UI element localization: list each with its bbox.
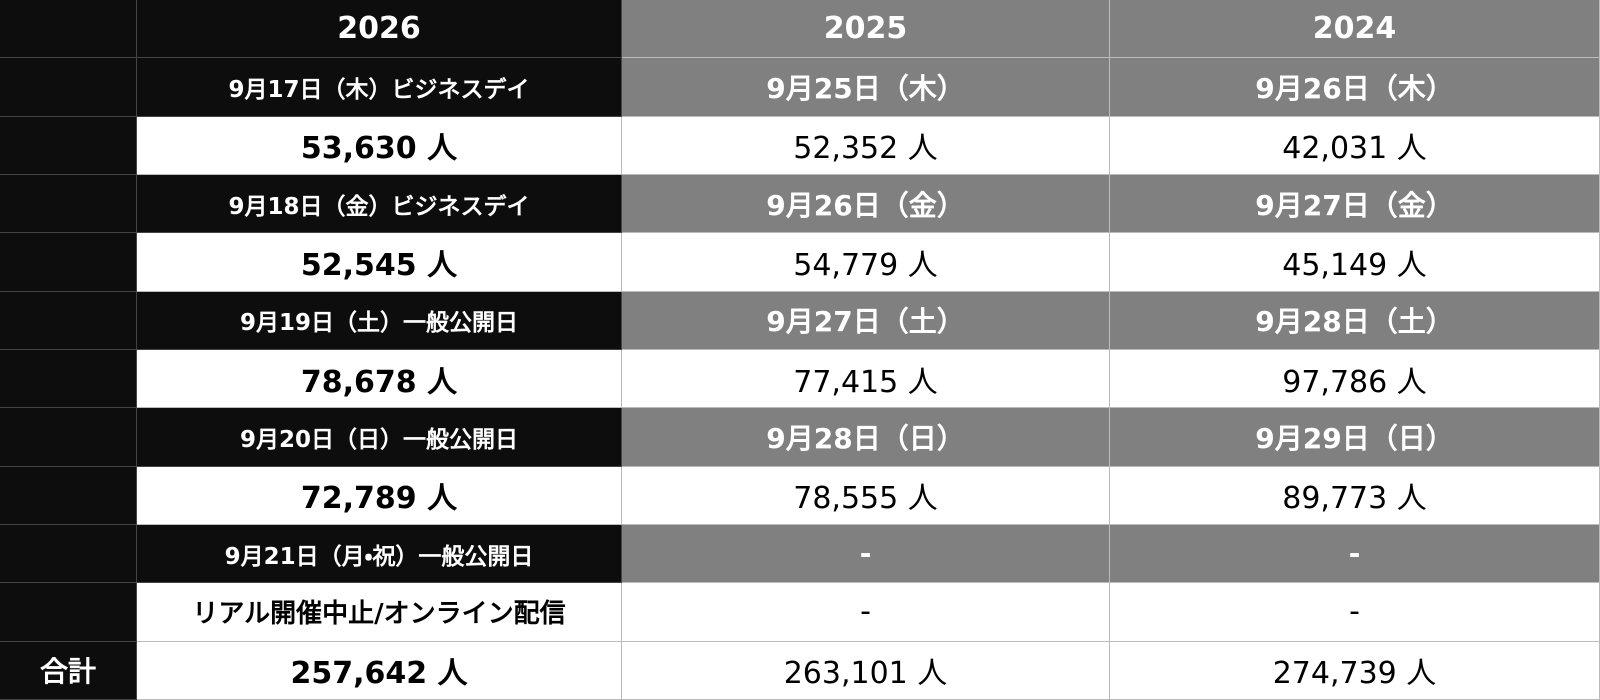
side-cell (0, 116, 137, 175)
total-count: 263,101 人 (622, 641, 1110, 700)
side-cell (0, 524, 137, 584)
count-cell: 42,031 人 (1110, 116, 1600, 175)
date-cell: 9月17日（木）ビジネスデイ (137, 58, 622, 117)
count-cell: 97,786 人 (1110, 349, 1600, 409)
total-count: 274,739 人 (1110, 641, 1600, 700)
count-cell: - (1110, 583, 1600, 642)
side-cell (0, 58, 137, 117)
count-cell: 53,630 人 (137, 116, 622, 175)
count-cell: 78,678 人 (137, 349, 622, 409)
date-cell: - (622, 524, 1110, 584)
side-cell (0, 408, 137, 467)
count-cell: 52,352 人 (622, 116, 1110, 175)
count-cell: 52,545 人 (137, 233, 622, 292)
count-cell: 78,555 人 (622, 466, 1110, 525)
count-cell: 89,773 人 (1110, 466, 1600, 525)
date-cell: 9月29日（日） (1110, 408, 1600, 467)
date-cell: 9月28日（日） (622, 408, 1110, 467)
side-cell (0, 583, 137, 642)
date-cell: 9月26日（木） (1110, 58, 1600, 117)
year-header: 2024 (1110, 0, 1600, 59)
date-cell: 9月25日（木） (622, 58, 1110, 117)
corner-cell (0, 0, 137, 59)
date-cell: 9月19日（土）一般公開日 (137, 291, 622, 350)
year-header: 2026 (137, 0, 622, 59)
side-cell (0, 174, 137, 234)
total-count: 257,642 人 (137, 641, 622, 700)
date-cell: 9月18日（金）ビジネスデイ (137, 174, 622, 234)
date-cell: 9月28日（土） (1110, 291, 1600, 350)
side-cell (0, 349, 137, 409)
count-cell: 54,779 人 (622, 233, 1110, 292)
count-cell: - (622, 583, 1110, 642)
year-header: 2025 (622, 0, 1110, 59)
side-cell (0, 466, 137, 525)
count-cell: リアル開催中止/オンライン配信 (137, 583, 622, 642)
side-cell (0, 233, 137, 292)
count-cell: 72,789 人 (137, 466, 622, 525)
date-cell: 9月20日（日）一般公開日 (137, 408, 622, 467)
date-cell: 9月26日（金） (622, 174, 1110, 234)
side-cell (0, 291, 137, 350)
count-cell: 77,415 人 (622, 349, 1110, 409)
date-cell: 9月21日（月・祝）一般公開日 (137, 524, 622, 584)
date-cell: 9月27日（金） (1110, 174, 1600, 234)
total-label: 合計 (0, 641, 137, 700)
count-cell: 45,149 人 (1110, 233, 1600, 292)
date-cell: 9月27日（土） (622, 291, 1110, 350)
date-cell: - (1110, 524, 1600, 584)
